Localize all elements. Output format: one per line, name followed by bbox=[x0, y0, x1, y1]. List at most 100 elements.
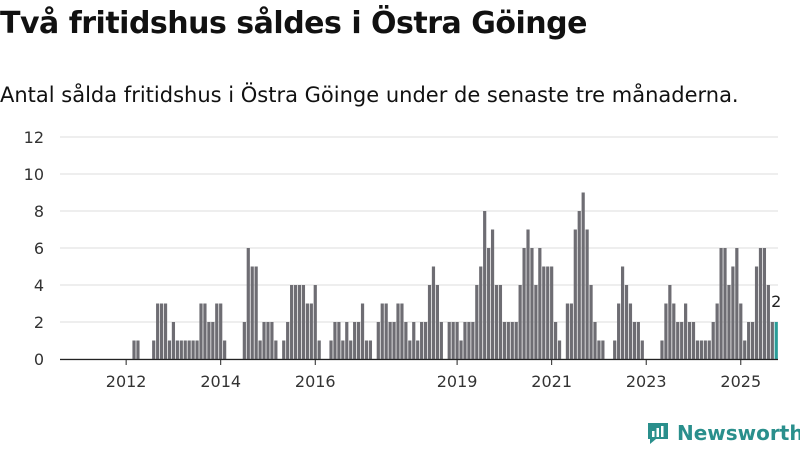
bar bbox=[707, 340, 711, 359]
bar bbox=[628, 303, 633, 359]
bar bbox=[770, 322, 774, 359]
bar bbox=[317, 340, 321, 359]
bar bbox=[459, 340, 463, 359]
bar bbox=[522, 248, 526, 359]
bar bbox=[420, 322, 424, 359]
bar bbox=[313, 285, 317, 359]
x-tick-label: 2014 bbox=[200, 372, 241, 391]
bar bbox=[349, 340, 353, 359]
bar bbox=[191, 340, 195, 359]
bar bbox=[156, 303, 160, 359]
bar bbox=[431, 266, 436, 359]
y-tick-label: 6 bbox=[34, 239, 44, 258]
bar bbox=[577, 211, 581, 359]
bar bbox=[329, 340, 333, 359]
bar bbox=[132, 340, 136, 359]
bar bbox=[171, 322, 176, 359]
bar bbox=[538, 248, 542, 359]
bar bbox=[676, 322, 680, 359]
bar bbox=[735, 248, 739, 359]
bar bbox=[719, 248, 723, 359]
bar bbox=[542, 266, 546, 359]
bar bbox=[309, 303, 313, 359]
bar bbox=[404, 322, 408, 359]
bar bbox=[766, 285, 770, 359]
bar bbox=[502, 322, 506, 359]
x-tick-label: 2019 bbox=[437, 372, 478, 391]
bar bbox=[597, 340, 601, 359]
x-tick-label: 2012 bbox=[106, 372, 147, 391]
y-tick-label: 0 bbox=[34, 350, 44, 369]
bar bbox=[455, 322, 459, 359]
bar bbox=[274, 340, 278, 359]
bar bbox=[565, 303, 570, 359]
brand-name: Newsworthy bbox=[677, 421, 800, 445]
bar bbox=[215, 303, 219, 359]
bar bbox=[550, 266, 554, 359]
bar bbox=[660, 340, 664, 359]
bar bbox=[471, 322, 475, 359]
y-tick-label: 2 bbox=[34, 313, 44, 332]
bar bbox=[754, 266, 759, 359]
bar bbox=[518, 285, 522, 359]
bar bbox=[680, 322, 684, 359]
bar bbox=[581, 192, 585, 359]
bar bbox=[613, 340, 617, 359]
bar bbox=[368, 340, 373, 359]
bar bbox=[684, 303, 688, 359]
bar bbox=[223, 340, 227, 359]
bar bbox=[380, 303, 384, 359]
bar bbox=[262, 322, 266, 359]
y-tick-label: 4 bbox=[34, 276, 44, 295]
bar bbox=[250, 266, 254, 359]
bar bbox=[498, 285, 503, 359]
bar bbox=[195, 340, 199, 359]
x-tick-label: 2025 bbox=[720, 372, 761, 391]
bar bbox=[751, 322, 755, 359]
bar bbox=[479, 266, 483, 359]
bar bbox=[617, 303, 621, 359]
bar bbox=[762, 248, 767, 359]
bar bbox=[747, 322, 751, 359]
y-tick-label: 10 bbox=[24, 165, 44, 184]
bar bbox=[254, 266, 258, 359]
bar bbox=[357, 322, 361, 359]
bar bbox=[546, 266, 550, 359]
y-tick-label: 8 bbox=[34, 202, 44, 221]
bar bbox=[187, 340, 191, 359]
bar bbox=[601, 340, 605, 359]
bar bbox=[632, 322, 636, 359]
newsworthy-logo-icon bbox=[648, 423, 668, 444]
bar bbox=[416, 340, 420, 359]
bar bbox=[490, 229, 495, 359]
chart-title: Två fritidshus såldes i Östra Göinge bbox=[0, 6, 587, 41]
bar bbox=[152, 340, 156, 359]
bar bbox=[345, 322, 349, 359]
bar bbox=[246, 248, 250, 359]
bar bbox=[467, 322, 471, 359]
bar bbox=[270, 322, 274, 359]
bar bbox=[526, 229, 530, 359]
bar bbox=[412, 322, 416, 359]
bar bbox=[211, 322, 215, 359]
bar bbox=[266, 322, 270, 359]
bar bbox=[463, 322, 467, 359]
bar bbox=[668, 285, 672, 359]
bar bbox=[727, 285, 731, 359]
bar bbox=[447, 322, 451, 359]
bar bbox=[167, 340, 172, 359]
x-tick-label: 2023 bbox=[626, 372, 667, 391]
newsworthy-logo: Newsworthy bbox=[645, 420, 800, 446]
bar bbox=[408, 340, 412, 359]
bar bbox=[207, 322, 211, 359]
bar bbox=[636, 322, 640, 359]
bar bbox=[376, 322, 380, 359]
bar bbox=[388, 322, 392, 359]
bar bbox=[160, 303, 164, 359]
bar bbox=[703, 340, 707, 359]
bar bbox=[573, 229, 577, 359]
bar bbox=[664, 303, 668, 359]
bar bbox=[699, 340, 703, 359]
bar bbox=[219, 303, 223, 359]
bar bbox=[242, 322, 246, 359]
